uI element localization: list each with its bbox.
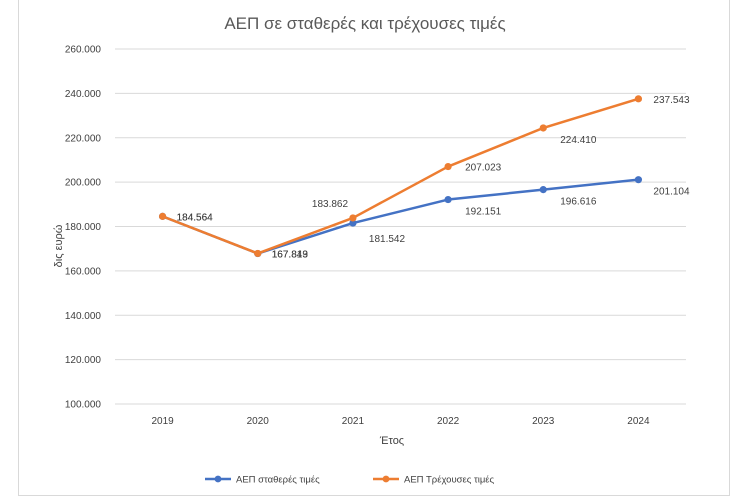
data-point [539,124,547,132]
data-point [444,195,452,204]
data-labels: 184.564 167.813 181.542 192.151 196.616 201.1… [177,95,690,261]
legend-label: ΑΕΠ σταθερές τιμές [236,475,320,486]
chart-frame [18,0,730,496]
series-line-1 [162,97,639,255]
y-axis-ticks: 100.000 120.000 140.000 160.000 180.000 200.0… [65,45,102,411]
legend-swatch-marker [214,475,222,483]
legend-label: ΑΕΠ Τρέχουσες τιμές [404,475,495,486]
data-label: 237.543 [653,95,690,106]
y-tick-label: 160.000 [65,266,102,277]
x-axis-ticks: 2019 2020 2021 2022 2023 2024 [151,416,650,427]
y-tick-label: 120.000 [65,355,102,366]
y-tick-label: 180.000 [65,222,102,233]
data-point [539,186,547,194]
data-label: 201.104 [653,187,690,198]
legend-swatch-marker [382,475,390,483]
y-tick-label: 240.000 [65,89,102,100]
data-point [634,176,643,184]
data-label: 167.849 [272,249,309,260]
chart-title: ΑΕΠ σε σταθερές και τρέχουσες τιμές [224,14,505,33]
data-point [158,212,167,220]
data-label: 224.410 [560,135,597,146]
legend: ΑΕΠ σταθερές τιμές ΑΕΠ Τρέχουσες τιμές [205,475,495,486]
data-label: 184.564 [177,212,214,223]
data-point [254,249,262,258]
data-point [444,162,452,171]
x-tick-label: 2022 [437,416,460,427]
y-axis-label: δις ευρώ [53,224,65,267]
x-tick-label: 2020 [247,416,270,427]
data-label: 183.862 [312,199,349,210]
data-label: 184.564 [177,212,214,223]
data-label: 192.151 [465,207,502,218]
data-label: 167.813 [272,250,309,261]
y-tick-label: 220.000 [65,133,102,144]
x-axis-label: Έτος [379,435,404,447]
data-label: 207.023 [465,163,502,174]
y-tick-label: 100.000 [65,400,102,411]
data-point [634,95,643,103]
y-tick-label: 140.000 [65,311,102,322]
x-tick-label: 2024 [627,416,650,427]
data-label: 196.616 [560,197,597,208]
x-tick-label: 2021 [342,416,365,427]
y-tick-label: 260.000 [65,45,102,56]
x-tick-label: 2019 [151,416,174,427]
data-label: 181.542 [369,234,406,245]
data-point [349,219,357,227]
y-tick-label: 200.000 [65,178,102,189]
x-tick-label: 2023 [532,416,555,427]
data-point [349,214,357,222]
gridlines [115,48,686,405]
series-lines [158,95,643,258]
